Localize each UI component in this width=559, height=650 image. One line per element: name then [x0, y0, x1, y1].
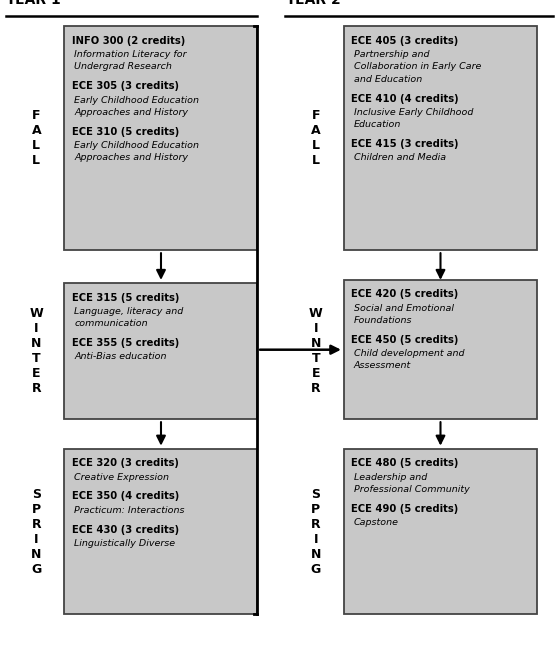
FancyBboxPatch shape — [64, 26, 257, 250]
Text: YEAR 2: YEAR 2 — [285, 0, 341, 6]
Text: Education: Education — [354, 120, 401, 129]
Text: Anti-Bias education: Anti-Bias education — [74, 352, 167, 361]
Text: Capstone: Capstone — [354, 518, 399, 527]
Text: ECE 405 (3 credits): ECE 405 (3 credits) — [351, 36, 458, 46]
Text: and Education: and Education — [354, 75, 422, 84]
Text: ECE 450 (5 credits): ECE 450 (5 credits) — [351, 335, 458, 344]
Text: ECE 320 (3 credits): ECE 320 (3 credits) — [72, 458, 178, 468]
Text: Partnership and: Partnership and — [354, 50, 429, 59]
FancyBboxPatch shape — [64, 448, 257, 614]
Text: S
P
R
I
N
G: S P R I N G — [311, 488, 321, 576]
Text: ECE 350 (4 credits): ECE 350 (4 credits) — [72, 491, 179, 501]
Text: W
I
N
T
E
R: W I N T E R — [309, 307, 323, 395]
Text: Leadership and: Leadership and — [354, 473, 427, 482]
Text: W
I
N
T
E
R: W I N T E R — [30, 307, 43, 395]
Text: ECE 305 (3 credits): ECE 305 (3 credits) — [72, 81, 178, 91]
Text: Creative Expression: Creative Expression — [74, 473, 169, 482]
Text: Professional Community: Professional Community — [354, 485, 470, 494]
Text: Inclusive Early Childhood: Inclusive Early Childhood — [354, 108, 473, 117]
Text: Assessment: Assessment — [354, 361, 411, 370]
Text: Foundations: Foundations — [354, 316, 413, 325]
Text: Early Childhood Education: Early Childhood Education — [74, 96, 200, 105]
Text: YEAR 1: YEAR 1 — [6, 0, 61, 6]
Text: Children and Media: Children and Media — [354, 153, 446, 162]
Text: ECE 315 (5 credits): ECE 315 (5 credits) — [72, 292, 179, 302]
Text: Approaches and History: Approaches and History — [74, 153, 188, 162]
Text: ECE 480 (5 credits): ECE 480 (5 credits) — [351, 458, 458, 468]
FancyBboxPatch shape — [344, 448, 537, 614]
Text: ECE 490 (5 credits): ECE 490 (5 credits) — [351, 504, 458, 514]
Text: Collaboration in Early Care: Collaboration in Early Care — [354, 62, 481, 72]
Text: Linguistically Diverse: Linguistically Diverse — [74, 539, 176, 548]
Text: Undergrad Research: Undergrad Research — [74, 62, 172, 72]
Text: Information Literacy for: Information Literacy for — [74, 50, 187, 59]
Text: ECE 310 (5 credits): ECE 310 (5 credits) — [72, 127, 179, 136]
Text: ECE 430 (3 credits): ECE 430 (3 credits) — [72, 525, 179, 534]
Text: ECE 410 (4 credits): ECE 410 (4 credits) — [351, 94, 459, 103]
Text: F
A
L
L: F A L L — [311, 109, 321, 168]
Text: Social and Emotional: Social and Emotional — [354, 304, 454, 313]
Text: INFO 300 (2 credits): INFO 300 (2 credits) — [72, 36, 185, 46]
Text: ECE 415 (3 credits): ECE 415 (3 credits) — [351, 139, 458, 149]
FancyBboxPatch shape — [344, 26, 537, 250]
FancyBboxPatch shape — [344, 280, 537, 419]
Text: Early Childhood Education: Early Childhood Education — [74, 141, 200, 150]
Text: Approaches and History: Approaches and History — [74, 108, 188, 117]
Text: Language, literacy and: Language, literacy and — [74, 307, 183, 316]
Text: communication: communication — [74, 319, 148, 328]
Text: Child development and: Child development and — [354, 349, 465, 358]
Text: Practicum: Interactions: Practicum: Interactions — [74, 506, 185, 515]
Text: ECE 355 (5 credits): ECE 355 (5 credits) — [72, 338, 179, 348]
Text: S
P
R
I
N
G: S P R I N G — [31, 488, 41, 576]
Text: F
A
L
L: F A L L — [31, 109, 41, 168]
Text: ECE 420 (5 credits): ECE 420 (5 credits) — [351, 289, 458, 299]
FancyBboxPatch shape — [64, 283, 257, 419]
